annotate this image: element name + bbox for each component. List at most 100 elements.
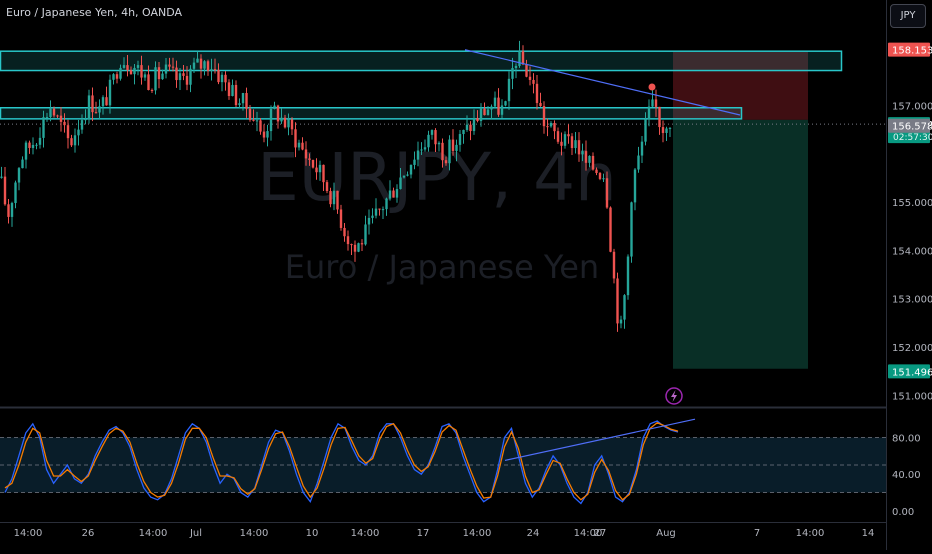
candle-body bbox=[224, 74, 227, 83]
currency-button[interactable]: JPY bbox=[890, 4, 926, 28]
candle-body bbox=[381, 209, 385, 211]
candle-body bbox=[259, 120, 262, 132]
stoch-tick-label: 0.00 bbox=[892, 507, 914, 518]
stoch-line-d bbox=[4, 422, 679, 501]
candle-body bbox=[465, 124, 469, 130]
candle-body bbox=[647, 106, 651, 120]
candle-body bbox=[35, 144, 38, 146]
candle-body bbox=[206, 61, 210, 71]
candle-body bbox=[388, 190, 392, 199]
candle-body bbox=[581, 151, 584, 155]
candle-body bbox=[112, 74, 115, 80]
candle-body bbox=[346, 236, 350, 245]
candle-body bbox=[42, 117, 45, 138]
candle-body bbox=[101, 97, 105, 107]
candle-body bbox=[301, 142, 304, 150]
stoch-tick-label: 40.00 bbox=[892, 470, 921, 481]
candle-body bbox=[273, 105, 276, 109]
candle-body bbox=[500, 105, 504, 115]
candle-body bbox=[563, 134, 567, 146]
time-tick-label: 17 bbox=[417, 528, 430, 539]
candle-body bbox=[59, 115, 63, 122]
candle-body bbox=[283, 117, 287, 128]
time-tick-label: 14:00 bbox=[796, 528, 825, 539]
candle-body bbox=[574, 140, 577, 149]
candle-body bbox=[525, 64, 528, 77]
watermark-symbol: EURJPY, 4h bbox=[257, 139, 617, 216]
candle-body bbox=[175, 67, 178, 81]
candle-body bbox=[479, 108, 483, 122]
short-position-target-zone bbox=[673, 119, 808, 369]
candle-body bbox=[126, 65, 129, 71]
candle-body bbox=[329, 191, 332, 205]
price-label-value: 158.153 bbox=[892, 46, 932, 57]
candle-body bbox=[21, 159, 24, 169]
time-tick-label: 10 bbox=[306, 528, 319, 539]
candle-body bbox=[14, 182, 17, 204]
candle-body bbox=[462, 129, 465, 135]
candle-body bbox=[514, 65, 518, 69]
candle-body bbox=[413, 159, 416, 165]
candle-body bbox=[231, 84, 234, 97]
candle-body bbox=[322, 164, 325, 183]
candle-body bbox=[399, 177, 402, 190]
candle-body bbox=[94, 112, 98, 114]
candle-body bbox=[315, 167, 318, 173]
candle-body bbox=[210, 69, 213, 71]
candle-body bbox=[619, 319, 623, 324]
price-tick-label: 153.000 bbox=[892, 295, 932, 306]
candle-body bbox=[570, 136, 574, 149]
candle-body bbox=[416, 150, 420, 160]
candle-body bbox=[493, 97, 497, 107]
candle-body bbox=[24, 142, 28, 160]
candle-body bbox=[521, 51, 525, 65]
price-tick-label: 151.000 bbox=[892, 391, 932, 402]
candle-body bbox=[203, 61, 206, 69]
candle-body bbox=[378, 208, 381, 210]
candle-body bbox=[343, 227, 346, 237]
candle-body bbox=[658, 106, 661, 128]
price-tick-label: 157.000 bbox=[892, 101, 932, 112]
candle-body bbox=[630, 202, 633, 257]
candle-body bbox=[115, 74, 119, 79]
candle-body bbox=[10, 203, 14, 217]
candle-body bbox=[336, 190, 339, 210]
candle-body bbox=[318, 164, 322, 173]
candle-body bbox=[49, 108, 52, 117]
candle-body bbox=[73, 135, 77, 146]
candle-body bbox=[185, 75, 189, 85]
candle-body bbox=[164, 64, 168, 74]
candles bbox=[0, 40, 672, 332]
candle-body bbox=[651, 99, 654, 107]
time-tick-label: 14 bbox=[862, 528, 875, 539]
candle-body bbox=[98, 106, 101, 113]
time-tick-label: 7 bbox=[754, 528, 760, 539]
candle-body bbox=[227, 82, 231, 97]
candle-body bbox=[171, 66, 175, 68]
candle-body bbox=[308, 158, 311, 160]
candle-body bbox=[420, 149, 423, 151]
candle-body bbox=[507, 78, 511, 102]
candle-body bbox=[182, 73, 185, 76]
watermark-name: Euro / Japanese Yen bbox=[285, 248, 599, 286]
candle-body bbox=[220, 74, 224, 83]
candle-body bbox=[612, 251, 616, 279]
candle-body bbox=[161, 73, 164, 80]
lightning-icon-ring bbox=[665, 387, 683, 405]
time-tick-label: 26 bbox=[82, 528, 95, 539]
candle-body bbox=[77, 129, 80, 136]
stoch-line-k bbox=[4, 420, 679, 505]
resistance-zone-1 bbox=[0, 50, 843, 72]
candle-body bbox=[637, 155, 640, 170]
candle-body bbox=[304, 149, 308, 159]
lightning-icon bbox=[665, 387, 683, 405]
candle-body bbox=[52, 108, 56, 116]
time-tick-label: 27 bbox=[594, 528, 607, 539]
candle-body bbox=[147, 74, 150, 91]
lightning-icon-bolt bbox=[671, 390, 677, 402]
candle-body bbox=[371, 215, 374, 218]
price-label-value: 151.496 bbox=[892, 367, 932, 378]
candle-body bbox=[213, 69, 217, 71]
